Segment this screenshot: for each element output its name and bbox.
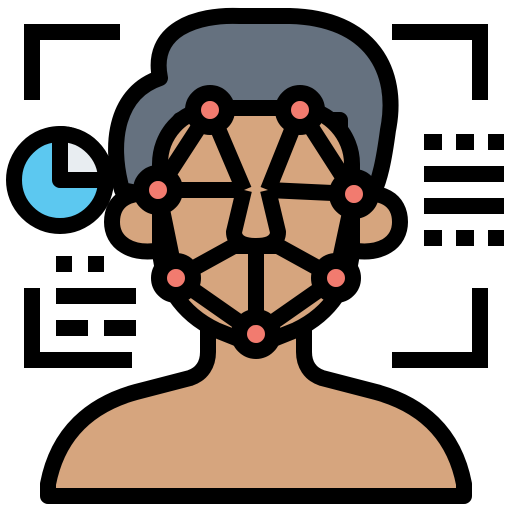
- node-forehead-left: [185, 85, 235, 135]
- node-temple-right: [329, 169, 379, 219]
- frame-corner-bottom-left: [24, 288, 132, 368]
- pie-chart: [6, 126, 114, 234]
- node-forehead-right: [275, 85, 325, 135]
- scan-frame: [24, 24, 488, 368]
- frame-corner-top-right: [392, 24, 488, 100]
- node-jaw-left: [151, 253, 201, 303]
- node-jaw-right: [311, 253, 361, 303]
- node-temple-left: [133, 165, 183, 215]
- frame-corner-top-left: [24, 24, 120, 100]
- node-chin: [231, 309, 281, 359]
- mesh-nodes: [133, 85, 379, 359]
- data-lines-left: [56, 256, 136, 336]
- mesh-cheeks: [172, 238, 340, 286]
- data-lines-right: [424, 134, 504, 246]
- frame-corner-bottom-right: [392, 288, 488, 368]
